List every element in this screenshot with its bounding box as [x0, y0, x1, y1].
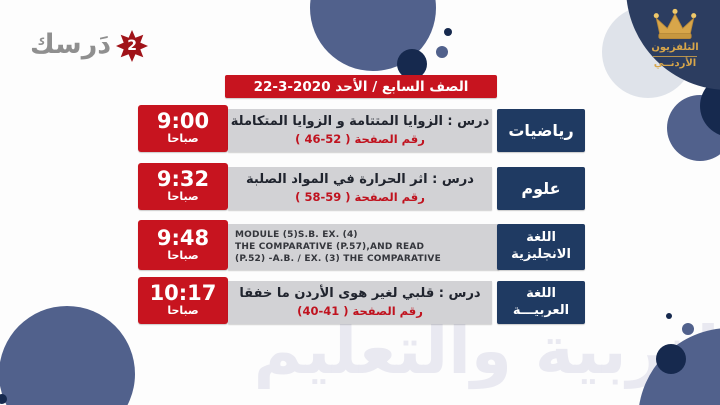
time-value: 10:17	[149, 281, 217, 306]
time-value: 9:00	[156, 109, 210, 134]
lesson-text: درس : قلبي لغير هوى الأردن ما خفقا	[239, 286, 481, 302]
channel-number: 2	[127, 38, 137, 54]
time-box: 9:48 صباحا	[138, 220, 228, 270]
lesson-text: MODULE (5)S.B. EX. (4)	[235, 229, 358, 240]
darsak-logo: دَرسك 2	[30, 26, 149, 62]
lesson-box: درس : اثر الحرارة في المواد الصلبة رقم ال…	[228, 167, 492, 210]
subject-label: الانجليزية	[511, 247, 571, 262]
subject-label: علوم	[521, 178, 561, 198]
starburst-icon	[116, 30, 149, 62]
lesson-text: (P.52) -A.B. / EX. (3) THE COMPARATIVE	[235, 254, 441, 265]
schedule-row: 9:00 صباحا درس : الزوايا المتتامة و الزو…	[138, 105, 585, 152]
time-box: 9:32 صباحا	[138, 163, 228, 210]
jordan-tv-badge-content: التلفزيون الأردنــي	[642, 8, 708, 70]
lesson-text: THE COMPARATIVE (P.57),AND READ	[235, 241, 425, 252]
lesson-text: درس : اثر الحرارة في المواد الصلبة	[246, 172, 474, 188]
time-period: صباحا	[167, 132, 199, 146]
decor-dot-top-middle	[436, 46, 448, 58]
schedule-row: 9:48 صباحا MODULE (5)S.B. EX. (4) THE COM…	[138, 220, 585, 270]
page-numbers: رقم الصفحة ( 52-46 )	[295, 132, 425, 147]
time-value: 9:48	[156, 225, 210, 250]
lesson-box: MODULE (5)S.B. EX. (4) THE COMPARATIVE (P…	[228, 224, 499, 270]
subject-label: العربيـــة	[512, 302, 570, 318]
darsak-channel-star-icon: 2	[116, 30, 149, 62]
jordan-tv-name-line2: الأردنــي	[653, 57, 697, 69]
subject-box: اللغة الانجليزية	[497, 224, 585, 270]
ministry-watermark: التربية والتعليم	[253, 312, 720, 389]
subject-box: علوم	[497, 167, 585, 210]
page-numbers: رقم الصفحة ( 41-40)	[297, 304, 423, 319]
crown-icon	[653, 8, 697, 40]
decor-dot-bottom-right	[682, 323, 694, 335]
grade-date-title: الصف السابع / الأحد 2020-3-22	[253, 78, 469, 95]
gold-divider	[653, 55, 697, 57]
time-box: 9:00 صباحا	[138, 105, 228, 152]
time-box: 10:17 صباحا	[138, 277, 228, 324]
subject-label: اللغة	[526, 230, 556, 246]
decor-circle-right-edge-dark	[700, 75, 720, 137]
lesson-box: درس : الزوايا المتتامة و الزوايا المتكام…	[228, 109, 492, 152]
decor-circle-top-middle-dark	[397, 49, 427, 79]
subject-label: اللغة	[526, 285, 556, 301]
time-period: صباحا	[167, 304, 199, 318]
page-numbers: رقم الصفحة ( 59-58 )	[295, 190, 425, 205]
subject-label: رياضيات	[508, 120, 574, 140]
time-period: صباحا	[167, 248, 199, 262]
decor-circle-bottom-left	[0, 306, 135, 405]
darsak-logo-text: دَرسك	[30, 28, 112, 60]
schedule-row: 10:17 صباحا درس : قلبي لغير هوى الأردن م…	[138, 277, 585, 324]
decor-dot-top-middle-small	[444, 28, 452, 36]
time-period: صباحا	[167, 190, 199, 204]
subject-box: رياضيات	[497, 109, 585, 152]
decor-dot-bottom-left	[0, 394, 7, 404]
schedule-row: 9:32 صباحا درس : اثر الحرارة في المواد ا…	[138, 163, 585, 210]
decor-circle-bottom-right-dark	[656, 344, 686, 374]
jordan-tv-name-line1: التلفزيون	[651, 42, 699, 53]
subject-box: اللغة العربيـــة	[497, 281, 585, 324]
lesson-text: درس : الزوايا المتتامة و الزوايا المتكام…	[230, 114, 490, 130]
time-value: 9:32	[156, 167, 210, 192]
lesson-box: درس : قلبي لغير هوى الأردن ما خفقا رقم ال…	[228, 281, 492, 324]
decor-dot-bottom-right-small	[666, 313, 672, 319]
grade-date-header: الصف السابع / الأحد 2020-3-22	[225, 75, 497, 98]
